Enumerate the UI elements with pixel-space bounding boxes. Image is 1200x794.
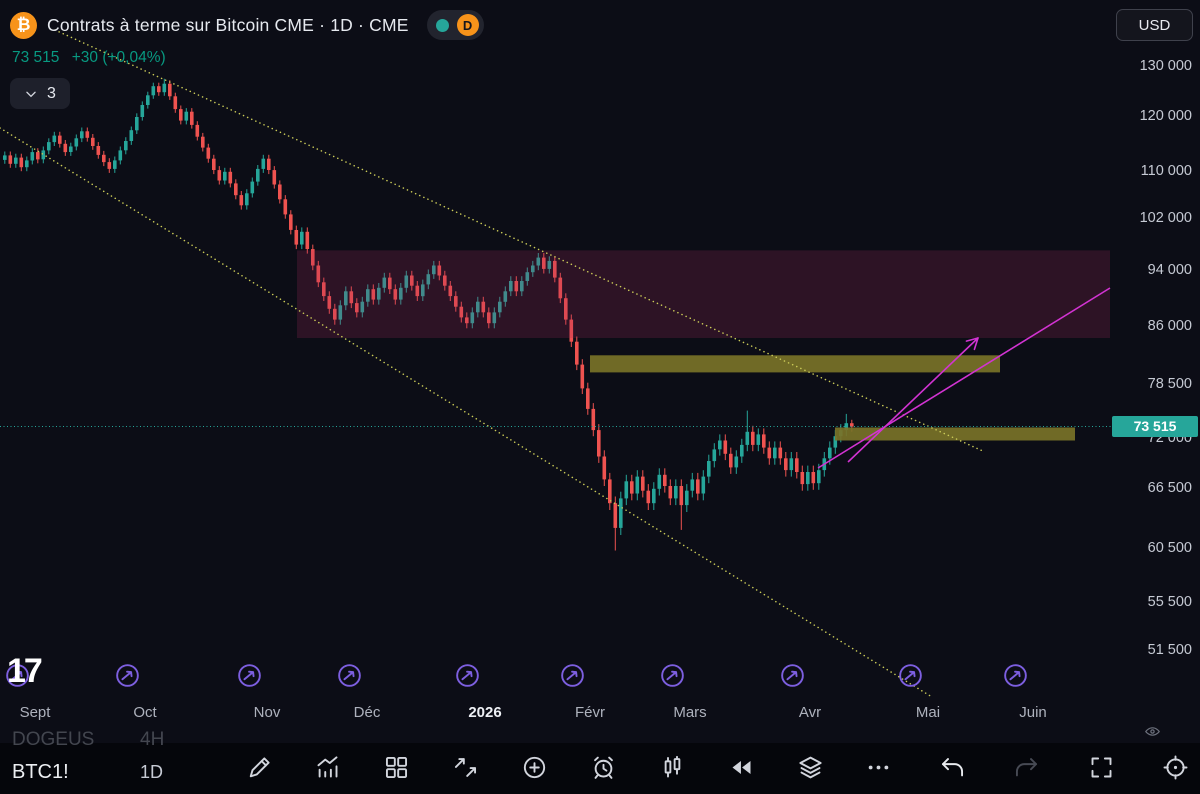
replay-button[interactable]: [725, 750, 757, 784]
chart-type-icon: [664, 755, 681, 777]
forward-marker-icon[interactable]: [659, 662, 686, 694]
time-axis-label: Sept: [19, 704, 51, 721]
watchlist-interval: 1D: [140, 762, 164, 782]
time-axis-label: Mai: [915, 704, 941, 721]
layers-button[interactable]: [794, 750, 826, 784]
watchlist-item-dogeus[interactable]: DOGEUS 4H: [12, 729, 164, 751]
forward-marker-icon[interactable]: [236, 662, 263, 694]
alert-icon: [593, 756, 613, 779]
forward-marker-icon[interactable]: [114, 662, 141, 694]
resistance-zone[interactable]: [297, 250, 1110, 338]
time-axis-label: Nov: [253, 704, 281, 721]
candles-series: [3, 78, 854, 551]
forward-marker-glyph: [116, 664, 139, 687]
forward-marker-glyph: [338, 664, 361, 687]
toolbar-left-group: [243, 750, 895, 784]
symbol-title[interactable]: Contrats à terme sur Bitcoin CME · 1D · …: [47, 14, 409, 35]
chart-type-button[interactable]: [656, 750, 688, 784]
bitcoin-icon: ₿: [10, 11, 37, 39]
crosshair-button[interactable]: [1160, 750, 1192, 784]
alert-button[interactable]: [587, 750, 619, 784]
time-axis-label: Févr: [575, 704, 605, 721]
time-axis-label: Déc: [353, 704, 381, 721]
descending-channel[interactable]: [0, 29, 986, 698]
currency-button[interactable]: USD: [1116, 9, 1193, 41]
layers-icon: [798, 756, 822, 778]
forward-marker-glyph: [238, 664, 261, 687]
drawing-zones[interactable]: [297, 250, 1110, 441]
more-icon: [869, 765, 889, 769]
visibility-icon[interactable]: [1144, 723, 1161, 745]
drawings-dropdown[interactable]: 3: [10, 78, 70, 109]
forward-marker-icon[interactable]: [897, 662, 924, 694]
forward-marker-icon[interactable]: [559, 662, 586, 694]
forward-marker-glyph: [1004, 664, 1027, 687]
bottom-toolbar: [0, 743, 1200, 794]
time-axis-label: Juin: [1019, 704, 1047, 721]
indicators-button[interactable]: [312, 750, 344, 784]
interval-badge[interactable]: D: [456, 14, 479, 36]
last-price-badge: 73 515: [1112, 416, 1198, 438]
toolbar-right-group: [936, 750, 1192, 784]
forward-marker-glyph: [6, 664, 29, 687]
undo-button[interactable]: [936, 750, 968, 784]
time-axis-label: Mars: [673, 704, 707, 721]
redo-icon: [1016, 757, 1038, 776]
layout-grid-button[interactable]: [381, 750, 413, 784]
add-button[interactable]: [519, 750, 551, 784]
layout-grid-icon: [386, 756, 408, 778]
status-pill[interactable]: D: [426, 10, 484, 40]
tradingview-logo-icon[interactable]: 17: [4, 646, 52, 699]
visibility-eye-icon: [1145, 727, 1160, 736]
time-axis-label: Oct: [133, 704, 157, 721]
forward-marker-icon[interactable]: [336, 662, 363, 694]
supply-zone[interactable]: [590, 355, 1000, 373]
fullscreen-icon: [1091, 757, 1112, 777]
indicators-icon: [317, 755, 338, 777]
chevron-down-icon: [26, 91, 36, 97]
watchlist-interval: 4H: [140, 729, 165, 750]
trend-projection-arrow[interactable]: [817, 287, 1111, 469]
crosshair-icon: [1163, 755, 1188, 779]
trend-arrows-button[interactable]: [450, 750, 482, 784]
more-button[interactable]: [863, 750, 895, 784]
undo-icon: [941, 757, 963, 776]
redo-button[interactable]: [1011, 750, 1043, 784]
watchlist-symbol: DOGEUS: [12, 729, 95, 750]
price-change-row: 73 515 +30 (+0,04%): [12, 49, 484, 67]
time-axis-label: Avr: [798, 704, 822, 721]
replay-icon: [732, 760, 751, 774]
fullscreen-button[interactable]: [1085, 750, 1117, 784]
forward-marker-glyph: [781, 664, 804, 687]
forward-marker-glyph: [561, 664, 584, 687]
forward-marker-glyph: [899, 664, 922, 687]
svg-text:17: 17: [7, 652, 42, 690]
forward-marker-icon[interactable]: [779, 662, 806, 694]
market-status-dot-icon: [435, 18, 449, 32]
chart-header: ₿ Contrats à terme sur Bitcoin CME · 1D …: [10, 10, 484, 109]
draw-button[interactable]: [243, 750, 275, 784]
last-price-text: 73 515: [12, 49, 60, 66]
watchlist-item-btc1[interactable]: BTC1! 1D: [12, 761, 163, 784]
trend-arrows-icon: [455, 757, 477, 777]
price-change-text: +30 (+0,04%): [71, 49, 166, 66]
forward-marker-glyph: [456, 664, 479, 687]
drawings-count: 3: [47, 84, 56, 102]
watchlist-symbol: BTC1!: [12, 761, 69, 783]
forward-marker-icon[interactable]: [1002, 662, 1029, 694]
demand-zone[interactable]: [835, 427, 1075, 441]
forward-marker-icon[interactable]: [454, 662, 481, 694]
time-axis-label: 2026: [468, 704, 502, 721]
forward-marker-icon[interactable]: [4, 662, 31, 694]
draw-icon: [249, 756, 270, 777]
add-icon: [523, 756, 546, 778]
forward-marker-glyph: [661, 664, 684, 687]
